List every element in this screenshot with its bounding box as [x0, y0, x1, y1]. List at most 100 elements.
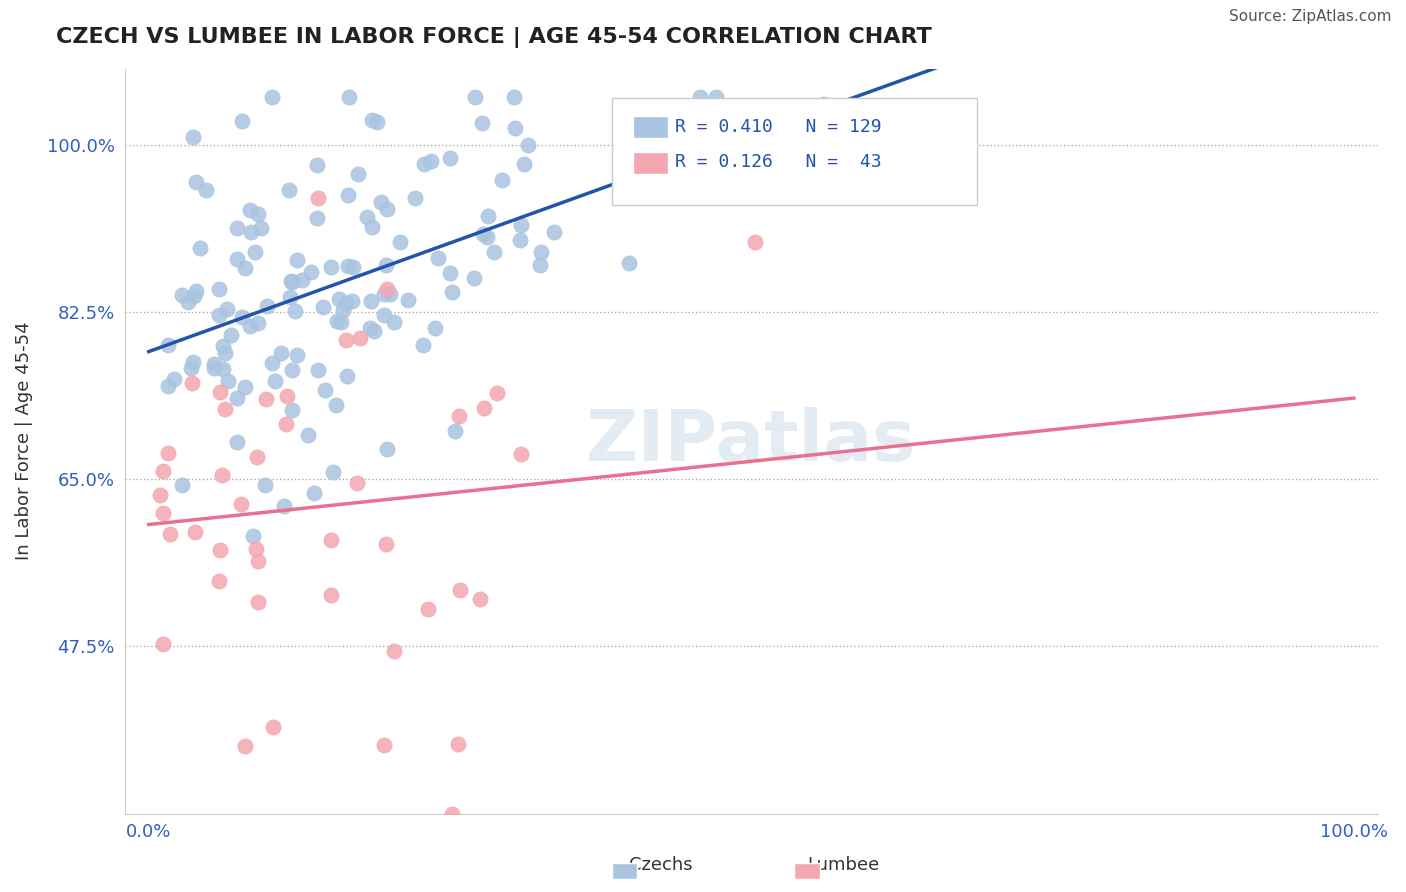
- Point: [377, 202, 399, 217]
- Text: ZIPatlas: ZIPatlas: [586, 407, 917, 475]
- Point: [156, 446, 179, 460]
- Point: [509, 447, 531, 461]
- Point: [486, 386, 509, 401]
- Point: [233, 739, 256, 753]
- Point: [373, 286, 395, 301]
- Point: [744, 235, 766, 249]
- Point: [375, 282, 398, 296]
- Point: [312, 300, 335, 314]
- Point: [152, 637, 174, 651]
- Point: [349, 331, 371, 345]
- Point: [325, 398, 347, 412]
- Point: [425, 321, 447, 335]
- Point: [340, 293, 363, 308]
- Point: [242, 529, 264, 543]
- Point: [225, 391, 247, 405]
- Point: [347, 167, 370, 181]
- Point: [378, 287, 401, 301]
- Point: [184, 175, 207, 189]
- Point: [247, 207, 270, 221]
- Point: [262, 720, 284, 734]
- Point: [813, 97, 835, 112]
- Point: [322, 465, 344, 479]
- Point: [704, 90, 727, 104]
- Y-axis label: In Labor Force | Age 45-54: In Labor Force | Age 45-54: [15, 322, 32, 560]
- Point: [513, 157, 536, 171]
- Point: [247, 554, 270, 568]
- Point: [328, 292, 350, 306]
- Point: [444, 424, 467, 438]
- Point: [280, 274, 302, 288]
- Point: [194, 183, 217, 197]
- Point: [219, 328, 242, 343]
- Point: [239, 225, 262, 239]
- Point: [617, 256, 640, 270]
- Point: [326, 313, 349, 327]
- Point: [374, 537, 396, 551]
- Point: [256, 299, 278, 313]
- Point: [346, 476, 368, 491]
- Point: [285, 252, 308, 267]
- Point: [214, 346, 236, 360]
- Point: [373, 738, 395, 752]
- Point: [215, 302, 238, 317]
- Point: [336, 187, 359, 202]
- Point: [152, 463, 174, 477]
- Point: [503, 121, 526, 136]
- Point: [281, 403, 304, 417]
- Point: [285, 348, 308, 362]
- Point: [412, 157, 434, 171]
- Point: [188, 241, 211, 255]
- Point: [356, 210, 378, 224]
- Point: [382, 315, 405, 329]
- Point: [510, 219, 533, 233]
- Point: [152, 506, 174, 520]
- Point: [447, 737, 470, 751]
- Point: [208, 543, 231, 558]
- Point: [239, 318, 262, 333]
- Point: [470, 591, 492, 606]
- Point: [183, 289, 205, 303]
- Point: [463, 271, 485, 285]
- Point: [335, 333, 357, 347]
- Point: [212, 339, 235, 353]
- Point: [149, 488, 172, 502]
- Point: [373, 308, 395, 322]
- Point: [360, 293, 382, 308]
- Point: [181, 130, 204, 145]
- Point: [472, 227, 495, 242]
- Point: [307, 211, 329, 226]
- Text: Source: ZipAtlas.com: Source: ZipAtlas.com: [1229, 9, 1392, 24]
- Point: [181, 376, 204, 391]
- Point: [449, 582, 471, 597]
- Point: [229, 497, 252, 511]
- Point: [226, 220, 249, 235]
- Point: [225, 435, 247, 450]
- Point: [416, 602, 439, 616]
- Point: [231, 310, 253, 324]
- Point: [307, 363, 329, 377]
- Point: [208, 574, 231, 588]
- Point: [464, 90, 486, 104]
- Point: [502, 90, 524, 104]
- Point: [253, 477, 276, 491]
- Point: [366, 115, 388, 129]
- Point: [163, 372, 186, 386]
- Point: [302, 485, 325, 500]
- Point: [159, 527, 181, 541]
- Point: [482, 245, 505, 260]
- Point: [180, 361, 202, 376]
- Text: R = 0.410   N = 129: R = 0.410 N = 129: [675, 118, 882, 136]
- Point: [342, 260, 364, 275]
- Point: [319, 260, 342, 274]
- Point: [543, 225, 565, 239]
- Point: [330, 315, 353, 329]
- Point: [412, 338, 434, 352]
- Point: [170, 287, 193, 301]
- Point: [233, 261, 256, 276]
- Point: [382, 644, 405, 658]
- Point: [337, 90, 360, 104]
- Point: [181, 354, 204, 368]
- Point: [388, 235, 411, 249]
- Point: [278, 290, 301, 304]
